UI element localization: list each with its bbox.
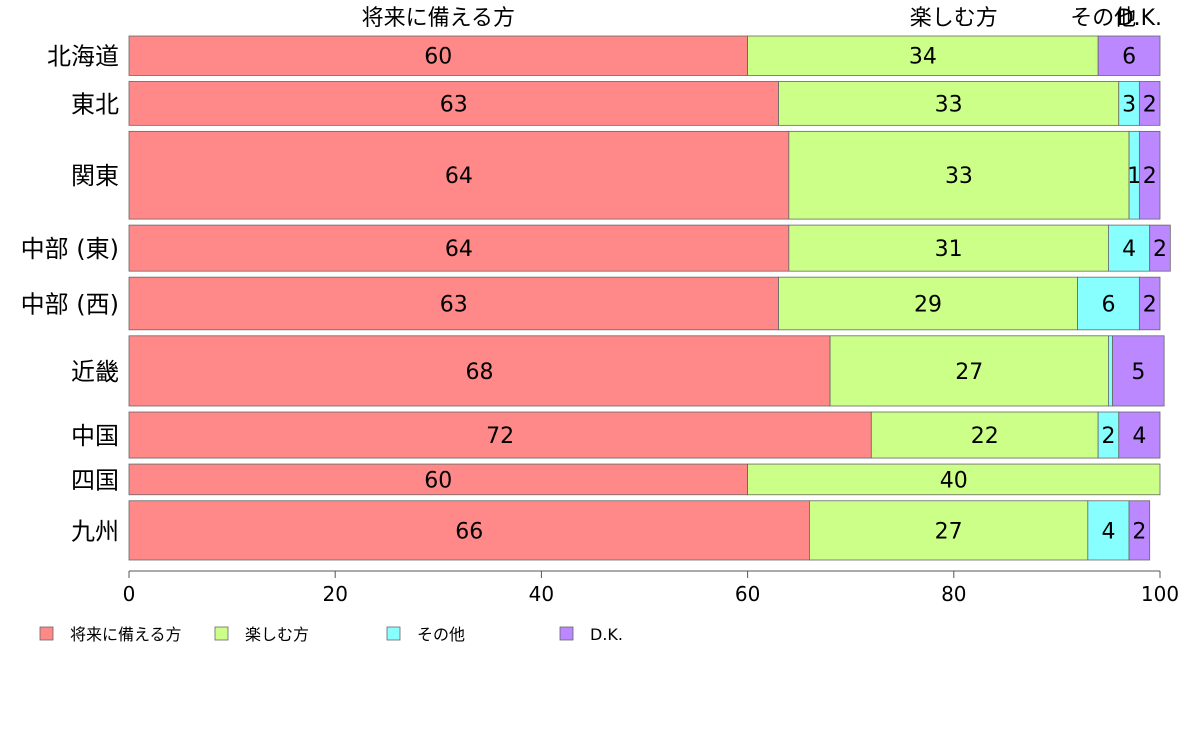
bar-segment (1138, 276, 1161, 331)
legend-swatch (559, 626, 574, 641)
x-tick-label: 40 (529, 582, 554, 606)
bar-segment (1108, 224, 1151, 272)
x-tick-label: 0 (123, 582, 136, 606)
bar-value-label: 40 (940, 468, 968, 493)
bar-value-label: 66 (455, 519, 483, 544)
x-tick-label: 100 (1141, 582, 1179, 606)
bar-segment (128, 276, 779, 331)
bar-segment (1138, 81, 1161, 126)
bar-segment (1077, 276, 1140, 331)
bar-segment (788, 224, 1109, 272)
bar-segment (128, 463, 748, 496)
bar-value-label: 2 (1143, 92, 1157, 117)
bars: 60 34 663 33 3 264 33 1 264 31 4 263 29 6 268 27 572 22 2 4… (128, 35, 1171, 561)
x-tick-label: 80 (941, 582, 966, 606)
bar-segment (1108, 335, 1113, 407)
bar-segment (128, 35, 748, 76)
bar-value-label: 64 (445, 164, 473, 189)
category-label: 中国 (71, 422, 119, 450)
bar-segment (1097, 35, 1161, 76)
category-label: 近畿 (71, 358, 119, 386)
bar-segment (1149, 224, 1171, 272)
bar-segment (128, 130, 790, 220)
bar-value-label: 63 (440, 92, 468, 117)
bar-segment (128, 411, 872, 459)
category-label: 九州 (71, 517, 119, 545)
bar-value-label: 22 (971, 424, 999, 449)
category-label: 中部 (東) (21, 235, 119, 263)
bar-value-label: 5 (1131, 360, 1145, 385)
bar-value-label: 29 (914, 292, 942, 317)
top-series-label: 将来に備える方 (362, 6, 515, 31)
bar-value-label: 4 (1132, 424, 1146, 449)
bar-value-label: 27 (955, 360, 983, 385)
bar-value-label: 2 (1132, 519, 1146, 544)
category-label: 中部 (西) (21, 290, 119, 318)
legend-swatch (214, 626, 229, 641)
bar-value-label: 33 (935, 92, 963, 117)
legend-swatch (39, 626, 54, 641)
top-series-label: 楽しむ方 (910, 6, 998, 31)
bar-segment (829, 335, 1109, 407)
top-series-label: その他 (1070, 6, 1136, 31)
bar-value-label: 2 (1153, 237, 1167, 262)
bar-value-label: 27 (935, 519, 963, 544)
legend-label: D.K. (590, 625, 623, 644)
bar-value-label: 72 (486, 424, 514, 449)
legend-label: 楽しむ方 (245, 625, 309, 644)
bar-value-label: 31 (935, 237, 963, 262)
bar-segment (1138, 130, 1161, 220)
bar-value-label: 34 (909, 45, 937, 70)
bar-value-label: 64 (445, 237, 473, 262)
bar-value-label: 2 (1101, 424, 1115, 449)
legend-label: その他 (417, 625, 465, 644)
bar-value-label: 2 (1143, 292, 1157, 317)
bar-segment (128, 81, 779, 126)
bar-segment (128, 500, 810, 561)
x-tick-label: 20 (322, 582, 347, 606)
bar-value-label: 2 (1143, 164, 1157, 189)
category-label: 北海道 (47, 43, 119, 71)
bar-segment (1087, 500, 1130, 561)
legend-label: 将来に備える方 (70, 625, 182, 644)
bar-value-label: 63 (440, 292, 468, 317)
bar-value-label: 60 (424, 468, 452, 493)
bar-value-label: 6 (1101, 292, 1115, 317)
category-label: 関東 (71, 162, 119, 190)
bar-segment (870, 411, 1099, 459)
bar-value-label: 3 (1122, 92, 1136, 117)
top-series-label: D.K. (1117, 6, 1162, 31)
legend-swatch (386, 626, 401, 641)
bar-value-label: 4 (1122, 237, 1136, 262)
bar-value-label: 4 (1101, 519, 1115, 544)
bar-segment (747, 35, 1099, 76)
bar-value-label: 1 (1127, 164, 1141, 189)
bar-segment (747, 463, 1161, 496)
legend: 将来に備える方 楽しむ方 その他 D.K. (39, 625, 623, 644)
bar-segment (778, 81, 1120, 126)
x-axis: 0 20 40 60 80 100 (123, 570, 1179, 606)
bar-segment (128, 335, 831, 407)
bar-value-label: 68 (466, 360, 494, 385)
bar-segment (788, 130, 1130, 220)
category-label: 東北 (71, 90, 119, 118)
bar-value-label: 6 (1122, 45, 1136, 70)
bar-segment (778, 276, 1078, 331)
category-label: 四国 (71, 466, 119, 494)
bar-value-label: 33 (945, 164, 973, 189)
bar-segment (1128, 500, 1151, 561)
x-tick-label: 60 (735, 582, 760, 606)
bar-segment (1112, 335, 1165, 407)
bar-value-label: 60 (424, 45, 452, 70)
bar-segment (1118, 411, 1161, 459)
bar-segment (128, 224, 790, 272)
